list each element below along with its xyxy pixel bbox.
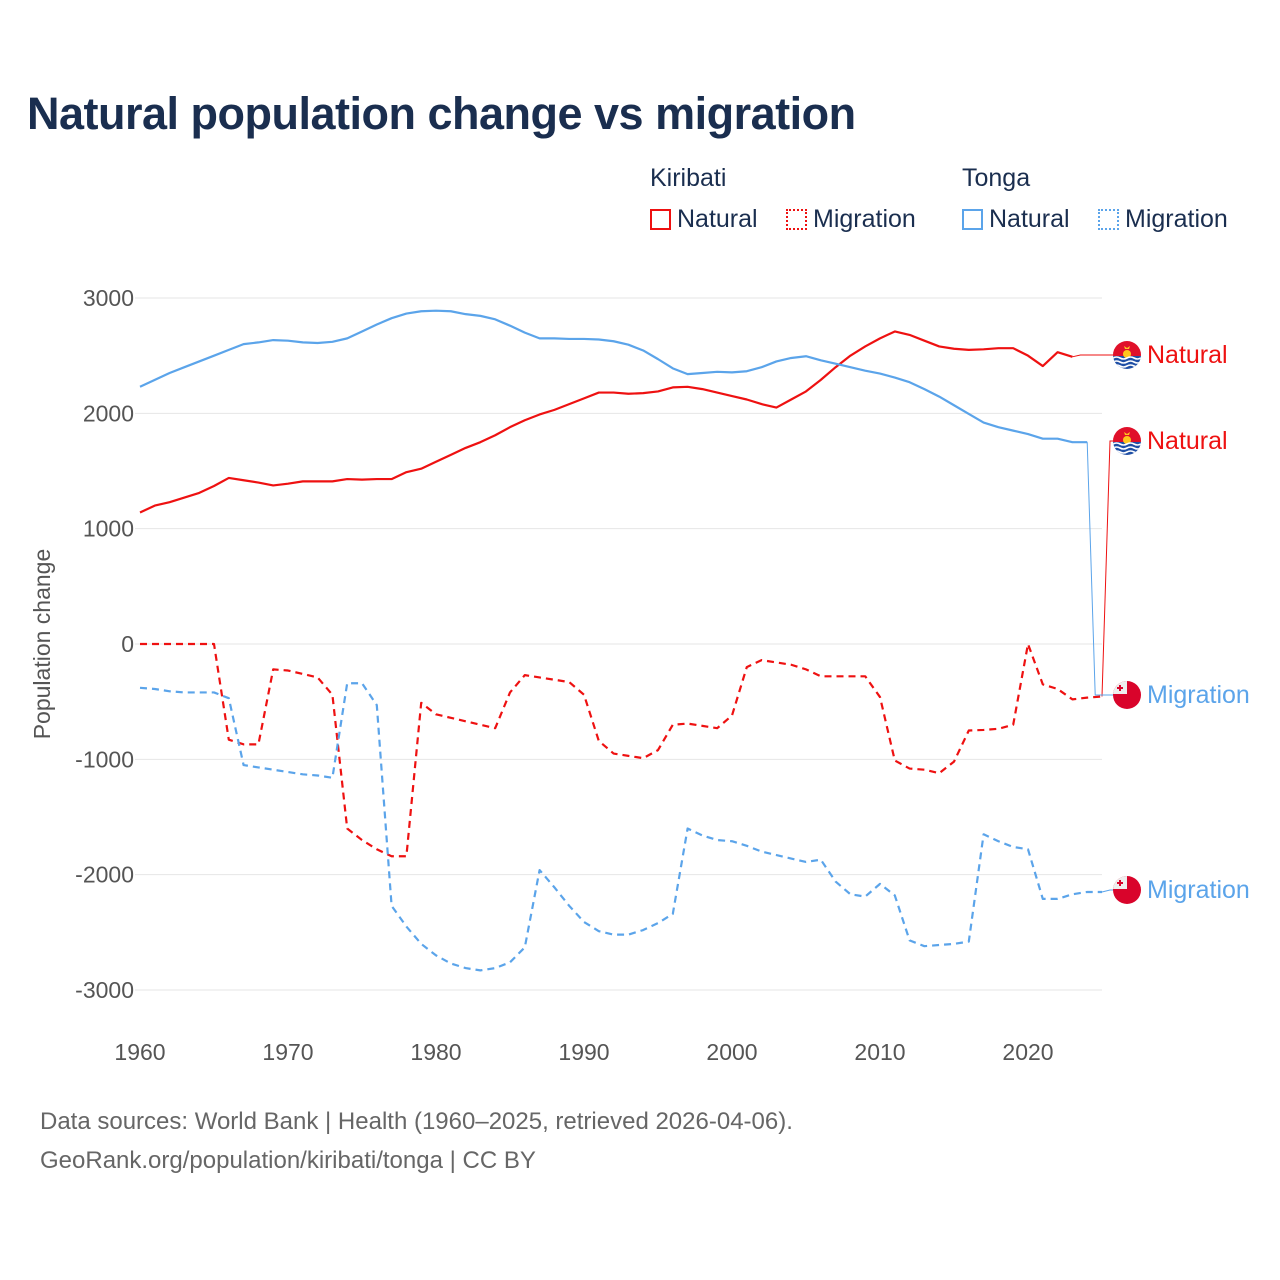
series-end-label: Natural: [1147, 427, 1228, 455]
legend-tonga-natural[interactable]: Natural: [962, 205, 1070, 234]
series-line-kiribati-migration: [140, 642, 1103, 858]
footer-sources: Data sources: World Bank | Health (1960–…: [40, 1108, 793, 1135]
kiribati-flag-icon: [1113, 427, 1141, 455]
legend-label: Migration: [813, 205, 916, 233]
x-tick-label: 2020: [1002, 1039, 1053, 1065]
label-connector: [1101, 440, 1113, 697]
label-connector: [1086, 442, 1113, 696]
legend-swatch: [962, 209, 983, 230]
series-line-kiribati-natural: [139, 330, 1073, 514]
footer-link[interactable]: GeoRank.org/population/kiribati/tonga | …: [40, 1147, 536, 1174]
tonga-flag-icon: [1113, 876, 1141, 904]
y-tick-label: 0: [121, 631, 134, 657]
x-tick-label: 2000: [706, 1039, 757, 1065]
legend-label: Natural: [677, 205, 758, 233]
y-tick-label: -3000: [75, 977, 134, 1003]
series-end-label: Natural: [1147, 341, 1228, 369]
y-tick-label: -2000: [75, 862, 134, 888]
x-tick-label: 2010: [854, 1039, 905, 1065]
legend-group-kiribati: Kiribati: [650, 164, 727, 192]
kiribati-flag-icon: [1113, 341, 1141, 369]
y-axis-label: Population change: [29, 549, 55, 740]
legend-swatch: [1098, 209, 1119, 230]
series-end-label: Migration: [1147, 876, 1250, 904]
tonga-flag-icon: [1113, 681, 1141, 709]
series-end-label: Migration: [1147, 681, 1250, 709]
x-tick-label: 1990: [558, 1039, 609, 1065]
series-line-tonga-natural: [139, 309, 1088, 444]
legend-group-tonga: Tonga: [962, 164, 1031, 192]
legend-kiribati-natural[interactable]: Natural: [650, 205, 758, 234]
legend-label: Migration: [1125, 205, 1228, 233]
series-line-tonga-migration: [139, 682, 1102, 972]
legend-label: Natural: [989, 205, 1070, 233]
x-tick-label: 1980: [410, 1039, 461, 1065]
y-tick-label: 3000: [83, 285, 134, 311]
chart-title: Natural population change vs migration: [27, 88, 856, 139]
y-tick-label: -1000: [75, 746, 134, 772]
y-tick-label: 1000: [83, 516, 134, 542]
label-connector: [1101, 889, 1113, 893]
x-tick-label: 1970: [262, 1039, 313, 1065]
legend-swatch: [786, 209, 807, 230]
label-connector: [1072, 354, 1113, 358]
legend-kiribati-migration[interactable]: Migration: [786, 205, 916, 234]
x-tick-label: 1960: [114, 1039, 165, 1065]
y-tick-label: 2000: [83, 400, 134, 426]
legend-swatch: [650, 209, 671, 230]
legend-tonga-migration[interactable]: Migration: [1098, 205, 1228, 234]
